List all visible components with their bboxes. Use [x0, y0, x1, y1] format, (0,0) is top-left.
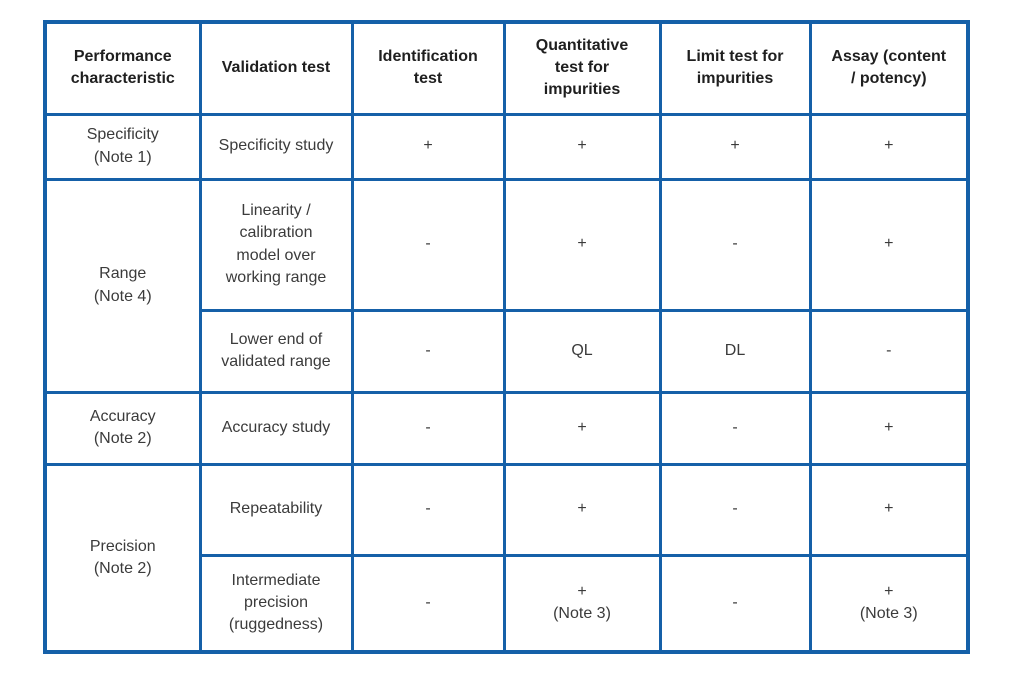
cell-characteristic-specificity: Specificity (Note 1) — [43, 112, 202, 181]
cell-test-specificity-study: Specificity study — [198, 112, 354, 181]
table-row-intermediate-precision: Intermediate precision (ruggedness) - + … — [45, 553, 970, 654]
header-limit-test-impurities: Limit test for impurities — [658, 20, 812, 116]
cell-test-linearity: Linearity / calibration model over worki… — [198, 177, 354, 312]
table-row-linearity: Range (Note 4) Linearity / calibration m… — [43, 177, 970, 394]
cell-value: - — [808, 308, 970, 394]
cell-value: + (Note 3) — [502, 553, 662, 654]
header-row: Performance characteristic Validation te… — [43, 20, 970, 116]
cell-characteristic-range: Range (Note 4) — [43, 177, 202, 394]
cell-value: - — [350, 462, 506, 557]
header-assay-content-potency: Assay (content / potency) — [808, 20, 970, 116]
cell-value: + (Note 3) — [808, 553, 970, 654]
table-row-repeatability: Precision (Note 2) Repeatability - + - + — [43, 462, 970, 654]
cell-value: - — [350, 390, 506, 466]
header-identification-test: Identification test — [350, 20, 506, 116]
header-quantitative-test-impurities: Quantitative test for impurities — [502, 20, 662, 116]
cell-value: - — [658, 553, 812, 654]
cell-value: + — [502, 177, 662, 312]
table-row-specificity: Specificity (Note 1) Specificity study +… — [43, 112, 970, 181]
cell-value: DL — [658, 308, 812, 394]
table-row-lower-end: Lower end of validated range - QL DL - — [45, 308, 970, 394]
cell-value: + — [808, 112, 970, 181]
cell-test-accuracy-study: Accuracy study — [198, 390, 354, 466]
header-validation-test: Validation test — [198, 20, 354, 116]
cell-value: + — [658, 112, 812, 181]
cell-test-repeatability: Repeatability — [198, 462, 354, 557]
cell-characteristic-accuracy: Accuracy (Note 2) — [43, 390, 202, 466]
cell-value: - — [658, 177, 812, 312]
cell-value: + — [808, 462, 970, 557]
cell-value: - — [350, 308, 506, 394]
cell-test-lower-end: Lower end of validated range — [198, 308, 354, 394]
cell-value: - — [658, 462, 812, 557]
cell-test-intermediate-precision: Intermediate precision (ruggedness) — [198, 553, 354, 654]
cell-value: + — [808, 177, 970, 312]
cell-characteristic-precision: Precision (Note 2) — [43, 462, 202, 654]
cell-value: + — [350, 112, 506, 181]
cell-value: - — [350, 553, 506, 654]
cell-value: + — [502, 462, 662, 557]
cell-value: - — [658, 390, 812, 466]
cell-value: QL — [502, 308, 662, 394]
validation-characteristics-table: Performance characteristic Validation te… — [43, 20, 970, 654]
header-performance-characteristic: Performance characteristic — [43, 20, 202, 116]
table-row-accuracy: Accuracy (Note 2) Accuracy study - + - + — [43, 390, 970, 466]
cell-value: + — [502, 390, 662, 466]
cell-value: + — [502, 112, 662, 181]
cell-value: + — [808, 390, 970, 466]
cell-value: - — [350, 177, 506, 312]
